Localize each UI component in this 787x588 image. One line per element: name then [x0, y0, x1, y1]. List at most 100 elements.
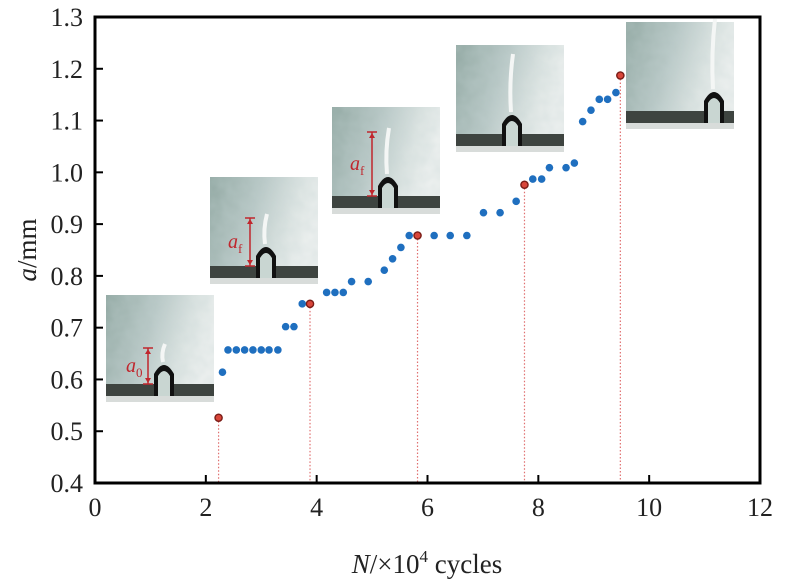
data-point: [528, 175, 537, 183]
inset-3: af: [332, 107, 440, 214]
y-tick-label: 1.2: [51, 55, 84, 84]
y-axis-title-symbol: a: [12, 268, 42, 282]
inset-annotation-subscript: f: [238, 241, 243, 256]
y-axis-title-unit: /mm: [12, 218, 42, 268]
inset-annotation: af: [228, 231, 243, 256]
x-tick-label: 0: [89, 493, 102, 522]
data-point: [595, 95, 604, 104]
data-point: [364, 277, 373, 286]
data-point: [562, 163, 570, 172]
inset-crack: [508, 53, 515, 113]
y-axis-title: a/mm: [12, 218, 42, 281]
inset-notch-inner: [708, 98, 720, 123]
x-tick-label: 4: [310, 493, 323, 522]
highlight-point: [413, 231, 422, 240]
y-tick-label: 1.0: [51, 158, 84, 187]
inset-notch-inner: [158, 371, 170, 396]
inset-notch-inner: [506, 121, 518, 146]
y-tick-label: 1.1: [51, 107, 84, 136]
inset-2: af: [210, 177, 318, 284]
inset-crack: [160, 343, 167, 363]
data-point: [430, 231, 438, 240]
data-point: [347, 277, 356, 286]
x-axis-title-symbol: N: [351, 549, 372, 579]
inset-annotation: a0: [126, 355, 143, 380]
inset-crack: [384, 127, 391, 175]
data-point: [612, 88, 620, 97]
x-tick-label: 12: [747, 493, 773, 522]
y-tick-label: 0.9: [51, 210, 84, 239]
data-point: [274, 346, 282, 354]
data-point: [388, 255, 397, 263]
data-point: [240, 346, 249, 354]
data-point: [218, 368, 227, 376]
y-tick-label: 0.8: [51, 262, 84, 291]
y-tick-label: 0.7: [51, 314, 84, 343]
inset-plate-edge: [332, 208, 440, 214]
y-tick-label: 0.4: [51, 469, 84, 498]
x-axis: 0 2 4 6 8 10 12: [89, 475, 773, 522]
inset-1: a0: [106, 295, 214, 402]
x-tick-label: 2: [199, 493, 212, 522]
data-point: [281, 322, 290, 331]
data-point: [232, 346, 241, 354]
guide-lines: [217, 75, 621, 483]
highlight-point: [305, 299, 315, 309]
inset-5: [626, 18, 734, 129]
x-tick-label: 8: [532, 493, 545, 522]
data-point: [463, 231, 471, 240]
data-point: [265, 346, 273, 354]
data-point: [578, 117, 587, 126]
data-point: [380, 266, 389, 274]
data-point: [545, 163, 554, 172]
inset-annotation-symbol: a: [126, 355, 136, 377]
x-tick-label: 6: [421, 493, 434, 522]
inset-notch-inner: [260, 253, 272, 278]
data-point: [290, 322, 298, 331]
inset-notch-inner: [382, 183, 394, 208]
data-point: [512, 197, 520, 206]
y-tick-label: 1.3: [51, 3, 84, 32]
data-point: [446, 231, 455, 240]
data-point: [537, 175, 546, 183]
inset-4: [456, 45, 564, 152]
data-point: [405, 231, 414, 240]
data-point: [603, 95, 612, 104]
inset-annotation-symbol: a: [350, 153, 360, 175]
data-point: [322, 288, 331, 297]
data-point: [257, 346, 266, 354]
data-point: [587, 106, 595, 114]
y-tick-label: 0.5: [51, 417, 84, 446]
data-point: [224, 346, 232, 354]
x-axis-title: N/×104 cycles: [351, 547, 502, 579]
data-point: [298, 300, 307, 308]
inset-plate-edge: [106, 396, 214, 402]
inset-crack: [262, 213, 269, 245]
data-point: [339, 288, 348, 297]
inset-plate-edge: [456, 146, 564, 152]
highlight-point: [520, 180, 529, 190]
inset-plate-edge: [626, 123, 734, 129]
inset-plate-edge: [210, 278, 318, 284]
data-points: [214, 71, 625, 423]
highlight-point: [214, 413, 223, 423]
inset-annotation-symbol: a: [228, 231, 238, 253]
data-point: [479, 208, 488, 217]
inset-annotation-subscript: 0: [136, 365, 143, 380]
x-axis-title-exponent: 4: [420, 547, 429, 566]
inset-annotation: af: [350, 153, 365, 178]
y-axis: 0.4 0.5 0.6 0.7 0.8 0.9 1.0 1.1 1.2 1.3: [51, 3, 103, 498]
data-point: [496, 208, 504, 217]
highlight-point: [616, 71, 625, 80]
data-point: [570, 159, 579, 167]
y-tick-label: 0.6: [51, 365, 84, 394]
inset-dimension-arrows: [247, 219, 253, 265]
x-tick-label: 10: [636, 493, 662, 522]
x-axis-title-scale: /×10: [370, 549, 420, 579]
inset-crack: [710, 18, 717, 90]
data-point: [397, 243, 405, 252]
data-point: [331, 288, 339, 297]
x-axis-title-unit: cycles: [428, 549, 502, 579]
